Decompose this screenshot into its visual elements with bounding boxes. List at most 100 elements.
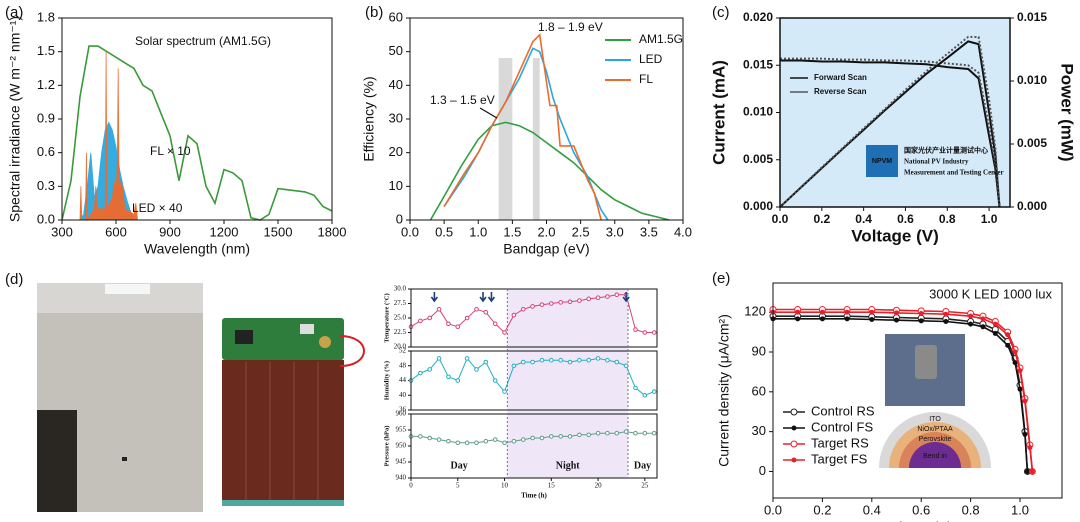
legend-label: Control RS xyxy=(811,403,875,418)
marker xyxy=(436,437,442,442)
legend-marker xyxy=(791,425,797,431)
x-tick-label: 600 xyxy=(105,224,127,239)
y-tick-label: 0.0 xyxy=(37,211,55,226)
arrow xyxy=(430,292,439,303)
marker xyxy=(558,300,563,305)
y-tick-label: 27.5 xyxy=(394,299,407,307)
marker xyxy=(436,356,442,361)
y-tick-label: 1.2 xyxy=(37,77,55,92)
y-tick-label: 0.000 xyxy=(743,199,773,213)
y-tick-label: 955 xyxy=(396,426,407,434)
y-tick-label: 0.010 xyxy=(743,105,773,119)
y-tick-label: 1.5 xyxy=(37,43,55,58)
x-tick-label: 0.4 xyxy=(855,212,872,226)
logo-text: 国家光伏产业计量测试中心 xyxy=(904,146,988,155)
marker xyxy=(567,299,573,305)
legend-label: Reverse Scan xyxy=(814,87,867,96)
marker xyxy=(511,438,517,444)
layer-label: Perovskite xyxy=(919,436,952,443)
arrow xyxy=(479,292,487,303)
panel-label: (e) xyxy=(712,270,730,287)
plot-frame xyxy=(779,17,1011,208)
x-tick-label: 0.2 xyxy=(813,212,830,226)
y-tick-label: 10 xyxy=(389,178,403,193)
y-tick-label: 0.005 xyxy=(743,152,773,166)
x-tick-label: 20 xyxy=(595,482,603,490)
marker xyxy=(549,434,554,439)
x-tick-label: 0.8 xyxy=(962,502,980,517)
marker xyxy=(483,309,489,315)
marker xyxy=(539,357,545,363)
marker xyxy=(1012,349,1018,355)
y-tick-label: 120 xyxy=(744,304,766,319)
plot-frame xyxy=(410,350,658,411)
legend-marker xyxy=(790,408,798,416)
y-axis-title: Spectral irradiance (W m⁻² nm⁻¹) xyxy=(7,16,23,222)
y-tick-label: 40 xyxy=(399,391,407,399)
marker xyxy=(943,311,949,317)
y-tick-label: 960 xyxy=(396,410,407,418)
line xyxy=(780,59,1001,208)
marker xyxy=(992,330,998,336)
marker xyxy=(918,318,924,324)
x-tick-label: 3.5 xyxy=(640,224,658,239)
line xyxy=(429,121,670,221)
panel-label: (d) xyxy=(5,271,23,288)
plot-frame xyxy=(410,413,658,479)
marker xyxy=(968,313,974,319)
plot-background xyxy=(780,18,1010,207)
y2-axis-title: Power (mW) xyxy=(1058,63,1077,161)
marker xyxy=(1024,468,1030,474)
period-label: Day xyxy=(451,460,468,471)
legend-label: AM1.5G xyxy=(639,32,683,46)
marker xyxy=(614,359,620,365)
x-tick-label: 900 xyxy=(159,224,181,239)
x-tick-label: 1.5 xyxy=(503,224,521,239)
x-tick-label: 3.0 xyxy=(606,224,624,239)
marker xyxy=(530,359,535,365)
x-tick-label: 300 xyxy=(51,224,73,239)
marker xyxy=(586,357,592,363)
shaded-range xyxy=(532,58,540,220)
plot-frame xyxy=(61,17,333,221)
marker xyxy=(511,312,517,318)
x-tick-label: 25 xyxy=(641,482,649,490)
x-tick-label: 1200 xyxy=(210,224,239,239)
y-tick-label: 0.6 xyxy=(37,144,55,159)
marker xyxy=(633,327,638,332)
marker xyxy=(474,367,479,372)
y-tick-label: 20.0 xyxy=(394,343,407,351)
y2-tick-label: 0.015 xyxy=(1017,10,1047,24)
marker xyxy=(446,321,451,327)
marker xyxy=(502,389,507,394)
legend-label: Control FS xyxy=(811,419,873,434)
marker xyxy=(549,301,554,306)
marker xyxy=(530,304,535,309)
marker xyxy=(446,374,451,380)
marker xyxy=(642,392,648,398)
marker xyxy=(623,363,629,369)
x-tick-label: 5 xyxy=(456,482,460,490)
marker xyxy=(483,359,489,365)
marker xyxy=(427,367,433,372)
marker xyxy=(623,429,629,434)
marker xyxy=(436,307,442,312)
logo-text: National PV Industry xyxy=(904,158,969,166)
logo-text: Measurement and Testing Center xyxy=(904,169,1004,177)
marker xyxy=(492,437,498,442)
marker xyxy=(586,432,592,438)
marker xyxy=(483,438,489,444)
y-axis-title: Current (mA) xyxy=(709,60,728,165)
legend-label: Target RS xyxy=(811,435,869,450)
marker xyxy=(455,378,461,383)
y-tick-label: 50 xyxy=(389,43,403,58)
x-tick-label: 2.0 xyxy=(537,224,555,239)
y-tick-label: 36 xyxy=(399,406,407,414)
marker xyxy=(1022,431,1028,437)
x-tick-label: 0.8 xyxy=(939,212,956,226)
y-axis-title: Temperature (°C) xyxy=(383,293,390,342)
y-tick-label: 60 xyxy=(389,9,403,24)
marker xyxy=(427,435,433,441)
x-tick-label: 1.0 xyxy=(1011,502,1029,517)
